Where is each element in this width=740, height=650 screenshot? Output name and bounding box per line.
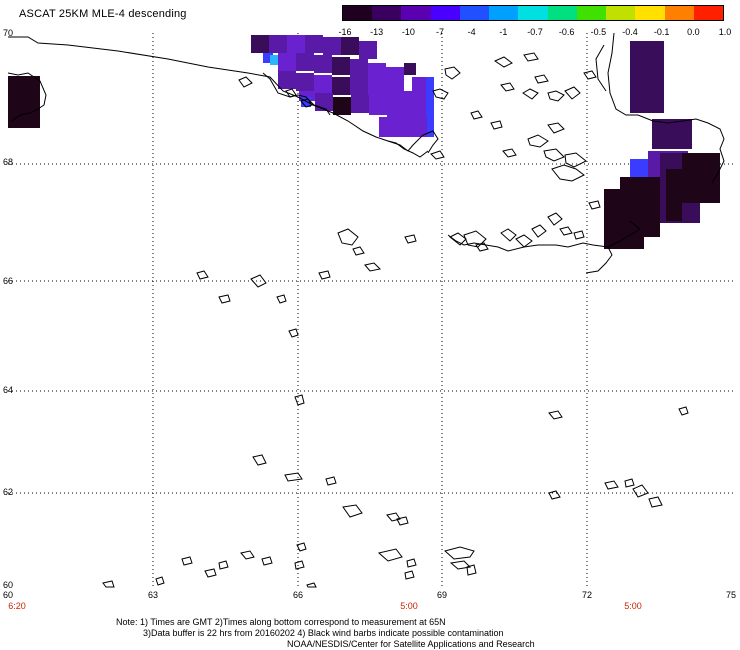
swath-cell: [368, 79, 386, 97]
swath-cell: [412, 77, 430, 95]
lat-label-62: 62: [3, 487, 14, 497]
swath-cell: [359, 41, 377, 59]
lon-label-69: 69: [436, 590, 448, 600]
map-title: ASCAT 25KM MLE-4 descending: [19, 8, 187, 20]
colorbar-label: -1: [499, 27, 508, 37]
swath-cell: [323, 37, 341, 55]
swath-cell: [351, 95, 369, 113]
colorbar-label: -0.7: [527, 27, 543, 37]
swath-cell: [426, 77, 434, 137]
colorbar-swatch: [576, 6, 607, 20]
swath-cell: [350, 77, 368, 95]
lon-label-75: 75: [725, 590, 737, 600]
colorbar-label: 0.0: [687, 27, 700, 37]
swath-cells: [8, 35, 720, 249]
swath-cell: [299, 91, 315, 101]
swath-cell: [387, 99, 405, 117]
swath-cell: [314, 75, 332, 93]
swath-cell: [278, 53, 296, 71]
swath-cell: [332, 57, 350, 75]
lon-label-66: 66: [292, 590, 304, 600]
swath-cell: [296, 73, 314, 91]
swath-cell: [8, 76, 40, 128]
coastline: [8, 33, 725, 274]
colorbar-swatch: [547, 6, 577, 20]
swath-cell: [379, 117, 405, 137]
swath-cell: [630, 41, 664, 113]
swath-cell: [368, 63, 386, 81]
swath-cell: [269, 35, 287, 53]
lon-label-60: 60: [2, 590, 14, 600]
colorbar-swatch: [635, 6, 665, 20]
swath-cell: [332, 77, 350, 95]
swath-cell: [404, 91, 426, 121]
swath-cell: [405, 117, 427, 137]
swath-cell: [386, 83, 404, 101]
swath-cell: [278, 71, 296, 89]
swath-cell: [666, 169, 682, 221]
swath-cell: [682, 153, 720, 203]
swath-cell: [263, 53, 273, 63]
swath-cell: [333, 97, 351, 115]
lon-label-63: 63: [147, 590, 159, 600]
colorbar-swatch: [343, 6, 373, 20]
colorbar-swatch: [459, 6, 490, 20]
swath-cell: [604, 189, 644, 249]
time-label-mid: 5:00: [400, 601, 418, 611]
colorbar-label: -0.5: [590, 27, 607, 37]
colorbar-swatch: [518, 6, 548, 20]
swath-cell: [296, 53, 314, 71]
colorbar-label: -4: [467, 27, 476, 37]
lat-label-60: 60: [3, 580, 14, 590]
note-line-2: 3)Data buffer is 22 hrs from 20160202 4)…: [143, 628, 504, 638]
map-canvas: [8, 33, 733, 588]
lat-label-68: 68: [3, 157, 14, 167]
islands: [102, 52, 689, 588]
swath-cell: [386, 67, 404, 85]
swath-cell: [287, 35, 305, 53]
swath-cell: [404, 63, 416, 75]
colorbar-label: -13: [370, 27, 384, 37]
colorbar-label: -0.1: [653, 27, 670, 37]
time-label-left: 6:20: [8, 601, 26, 611]
colorbar: [342, 5, 724, 21]
swath-cell: [305, 35, 323, 53]
time-label-right: 5:00: [624, 601, 642, 611]
swath-cell: [341, 37, 359, 55]
colorbar-label: -16: [338, 27, 352, 37]
swath-cell: [350, 59, 368, 77]
colorbar-swatch: [489, 6, 519, 20]
colorbar-swatch: [606, 6, 636, 20]
colorbar-label: -10: [401, 27, 415, 37]
swath-cell: [369, 97, 387, 115]
colorbar-swatch: [401, 6, 431, 20]
swath-cell: [251, 35, 269, 53]
swath-cell: [630, 159, 648, 179]
lat-label-70: 70: [3, 28, 14, 38]
colorbar-swatch: [372, 6, 402, 20]
colorbar-labels: -16 -13 -10 -7 -4 -1 -0.7 -0.6 -0.5 -0.4 -0.1 0.0 1.…: [337, 27, 732, 39]
colorbar-label: -0.4: [622, 27, 638, 37]
colorbar-label: -7: [435, 27, 445, 37]
colorbar-swatch: [693, 6, 724, 20]
lat-label-64: 64: [3, 385, 14, 395]
colorbar-swatch: [430, 6, 460, 20]
swath-cell: [314, 55, 332, 73]
swath-cell: [301, 97, 311, 107]
note-line-1: Note: 1) Times are GMT 2)Times along bot…: [116, 617, 446, 627]
colorbar-label: 1.0: [718, 27, 732, 37]
lon-label-72: 72: [581, 590, 593, 600]
colorbar-swatch: [664, 6, 694, 20]
note-line-3: NOAA/NESDIS/Center for Satellite Applica…: [287, 639, 535, 649]
swath-cell: [270, 55, 278, 65]
graticule: [8, 33, 733, 588]
colorbar-label: -0.6: [558, 27, 575, 37]
swath-cell: [652, 119, 692, 149]
